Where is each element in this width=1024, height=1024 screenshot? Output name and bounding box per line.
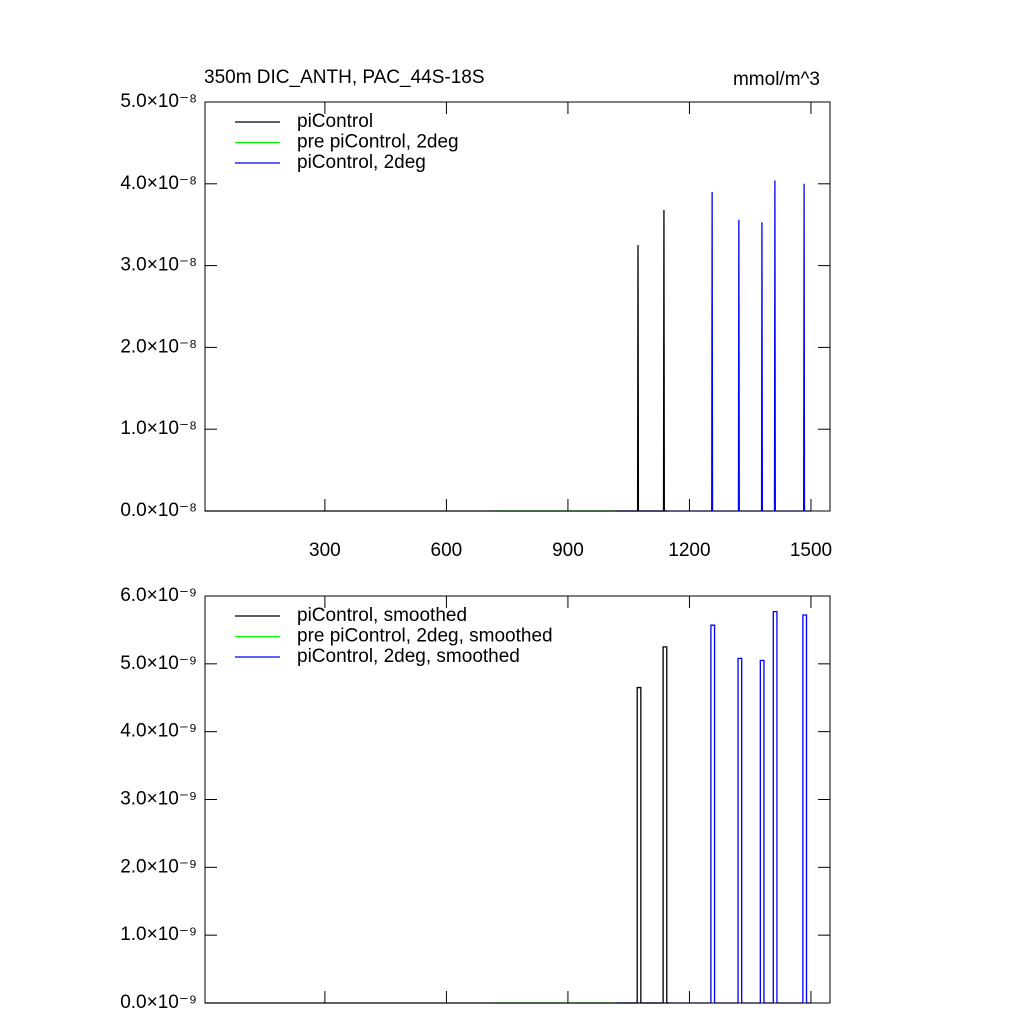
y-tick-label: 4.0×10⁻⁸ (120, 173, 197, 194)
legend-label: piControl, 2deg, smoothed (297, 646, 520, 667)
y-tick-label: 5.0×10⁻⁹ (120, 653, 197, 674)
y-tick-label: 0.0×10⁻⁹ (120, 992, 197, 1013)
legend-label: pre piControl, 2deg (297, 132, 459, 153)
y-tick-label: 6.0×10⁻⁹ (120, 585, 197, 606)
y-tick-label: 1.0×10⁻⁸ (120, 418, 197, 439)
legend-label: piControl, smoothed (297, 605, 467, 626)
units-label: mmol/m^3 (733, 69, 820, 90)
x-tick-label: 600 (431, 540, 463, 561)
plot-frame (204, 595, 831, 1004)
y-tick-label: 3.0×10⁻⁸ (120, 255, 197, 276)
y-tick-label: 0.0×10⁻⁸ (120, 500, 197, 521)
y-tick-label: 1.0×10⁻⁹ (120, 924, 197, 945)
chart-title: 350m DIC_ANTH, PAC_44S-18S (204, 67, 485, 88)
x-tick-label: 900 (552, 540, 584, 561)
legend-label: piControl (297, 111, 373, 132)
series-line (205, 209, 668, 512)
series-line (616, 610, 811, 1004)
legend-label: piControl, 2deg (297, 152, 426, 173)
legend-label: pre piControl, 2deg, smoothed (297, 626, 553, 647)
series-line (616, 180, 811, 512)
x-tick-label: 1200 (668, 540, 710, 561)
y-tick-label: 2.0×10⁻⁸ (120, 336, 197, 357)
x-tick-label: 300 (309, 540, 341, 561)
y-tick-label: 5.0×10⁻⁸ (120, 91, 197, 112)
y-tick-label: 2.0×10⁻⁹ (120, 856, 197, 877)
y-tick-label: 3.0×10⁻⁹ (120, 789, 197, 810)
plot-frame (204, 101, 831, 512)
x-tick-label: 1500 (790, 540, 832, 561)
y-tick-label: 4.0×10⁻⁹ (120, 721, 197, 742)
series-line (205, 646, 670, 1004)
